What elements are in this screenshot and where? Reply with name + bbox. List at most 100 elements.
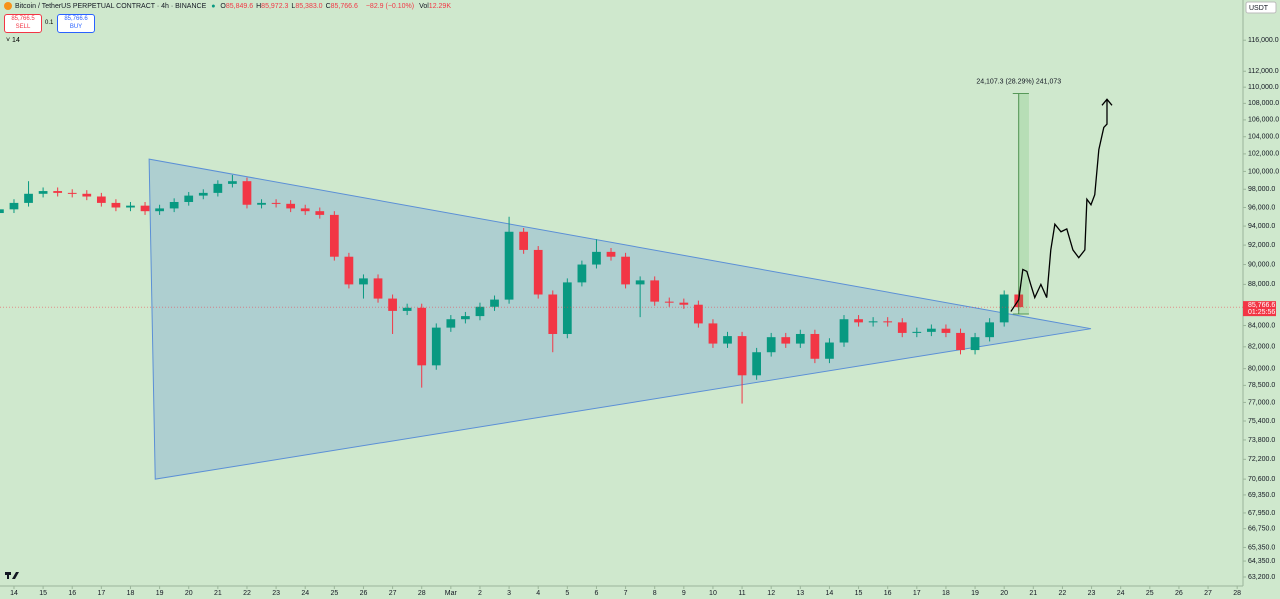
candle-body (897, 322, 907, 333)
candle-body (184, 195, 194, 202)
symbol[interactable]: Bitcoin / TetherUS PERPETUAL CONTRACT · … (15, 2, 207, 10)
candle-body (96, 196, 106, 203)
candle-body (169, 201, 179, 209)
y-tick-label: 94,000.0 (1248, 223, 1275, 230)
ohlc-value: 85,972.3 (261, 2, 289, 10)
y-tick-label: 112,000.0 (1248, 68, 1279, 75)
candle-body (941, 328, 951, 333)
y-tick-label: 104,000.0 (1248, 134, 1279, 141)
candle-body (868, 321, 878, 323)
coin-icon (4, 2, 12, 10)
x-tick-label: 15 (855, 590, 863, 597)
y-tick-label: 88,000.0 (1248, 281, 1275, 288)
sell-price: 85,766.5 (11, 16, 35, 22)
candle-body (621, 256, 630, 285)
x-tick-label: 27 (389, 590, 397, 597)
candle-body (956, 332, 965, 351)
candle-body (300, 208, 310, 212)
x-tick-label: 22 (1059, 590, 1067, 597)
candle-body (970, 337, 980, 351)
sell-label: SELL (15, 24, 31, 30)
sell-button[interactable]: 85,766.5 SELL (4, 14, 42, 33)
price-tag-value: 85,766.6 (1248, 302, 1275, 309)
candle-body (592, 251, 601, 265)
ohlc-label: L (291, 2, 296, 10)
currency-button[interactable] (1245, 1, 1277, 14)
y-tick-label: 98,000.0 (1248, 186, 1275, 193)
candle-body (446, 319, 456, 328)
volume: 12.29K (428, 2, 451, 10)
candle-body (9, 202, 19, 210)
candle-body (53, 191, 63, 193)
candle-body (373, 278, 383, 299)
x-tick-label: 8 (653, 590, 657, 597)
x-tick-label: 18 (942, 590, 950, 597)
candle-body (140, 205, 150, 212)
candle-body (228, 181, 237, 184)
candle-body (562, 282, 572, 334)
x-tick-label: 21 (1029, 590, 1037, 597)
price-axis-bg (1243, 0, 1280, 599)
candle-body (650, 280, 660, 302)
x-tick-label: 13 (796, 590, 804, 597)
y-tick-label: 116,000.0 (1248, 37, 1279, 44)
candle-body (694, 304, 703, 324)
candle-body (475, 306, 485, 317)
x-tick-label: 11 (738, 590, 745, 597)
candle-body (883, 321, 893, 323)
x-tick-label: 24 (1117, 590, 1125, 597)
x-tick-label: 19 (156, 590, 164, 597)
candle-body (213, 183, 223, 193)
candle-body (242, 181, 252, 205)
y-tick-label: 73,800.0 (1248, 437, 1275, 444)
x-tick-label: 18 (127, 590, 135, 597)
x-tick-label: 5 (565, 590, 569, 597)
candle-body (402, 307, 412, 311)
candle-body (82, 193, 92, 197)
projection-arrowhead (1101, 98, 1113, 106)
x-tick-label: 25 (1146, 590, 1154, 597)
buy-button[interactable]: 85,766.6 BUY (57, 14, 95, 33)
y-tick-label: 102,000.0 (1248, 151, 1279, 158)
candle-body (315, 211, 325, 215)
x-tick-label: 24 (301, 590, 309, 597)
y-tick-label: 100,000.0 (1248, 168, 1279, 175)
candle-body (67, 192, 77, 194)
price-tag (1243, 301, 1276, 317)
candle-body (38, 191, 48, 194)
projection-path (1010, 99, 1108, 312)
candle-body (664, 301, 674, 303)
candle-body (912, 331, 922, 333)
x-tick-label: 26 (1175, 590, 1183, 597)
x-tick-label: 20 (185, 590, 193, 597)
ohlc: O85,849.6 H85,972.3 L85,383.0 C85,766.6 (220, 3, 360, 10)
currency: USDT (1249, 5, 1269, 12)
x-tick-label: 23 (1088, 590, 1096, 597)
x-tick-label: 21 (214, 590, 222, 597)
x-tick-label: 3 (507, 590, 511, 597)
y-tick-label: 80,000.0 (1248, 365, 1275, 372)
header: Bitcoin / TetherUS PERPETUAL CONTRACT · … (4, 2, 454, 10)
x-tick-label: 14 (826, 590, 834, 597)
candle-body (752, 352, 762, 376)
x-tick-label: 23 (272, 590, 280, 597)
candle-body (985, 322, 994, 338)
y-tick-label: 110,000.0 (1248, 84, 1279, 91)
candle-body (388, 298, 397, 311)
x-tick-label: 19 (971, 590, 979, 597)
measure-box (1018, 93, 1029, 315)
indicator[interactable]: ˅ 14 (6, 37, 20, 44)
candle-body (519, 231, 529, 250)
candle-body (417, 307, 427, 366)
candle-body (24, 193, 33, 203)
x-tick-label: 7 (624, 590, 628, 597)
indicator-value: 14 (12, 37, 20, 44)
x-tick-label: 14 (10, 590, 18, 597)
candle-body (359, 278, 368, 285)
ohlc-label: C (325, 2, 331, 10)
candle-body (548, 294, 558, 334)
y-tick-label: 72,200.0 (1248, 456, 1275, 463)
y-tick-label: 96,000.0 (1248, 204, 1275, 211)
x-tick-label: 16 (68, 590, 76, 597)
candle-body (679, 302, 689, 305)
